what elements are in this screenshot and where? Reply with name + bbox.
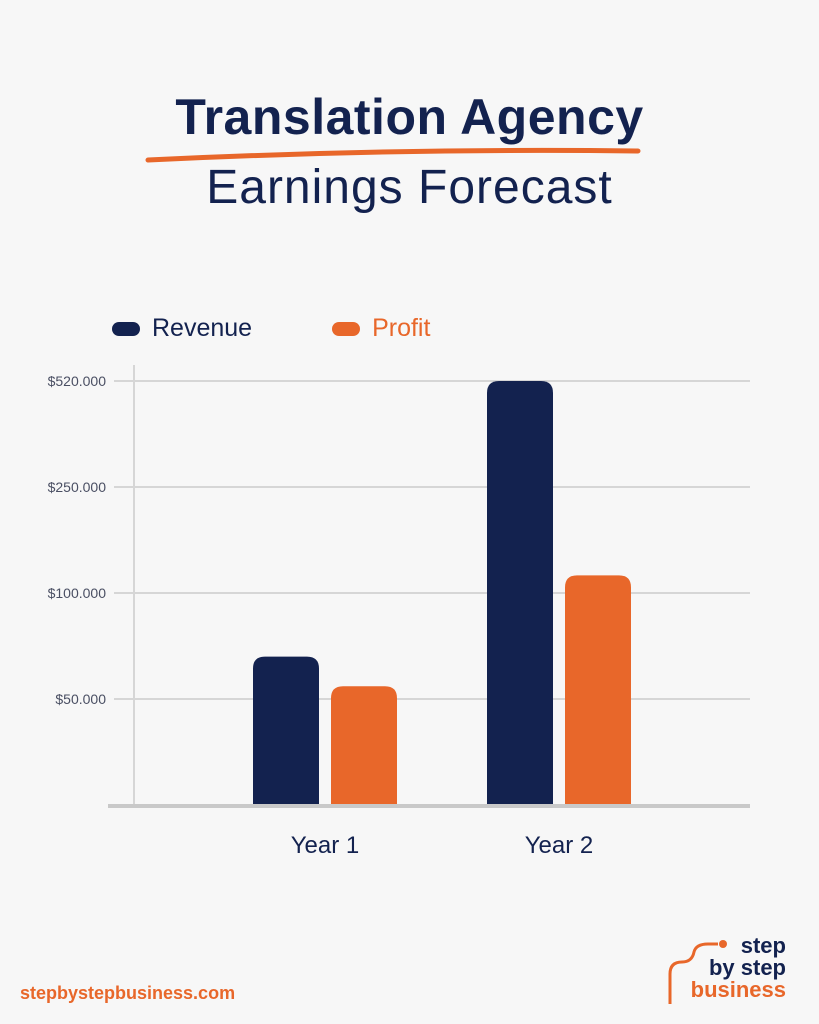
bar-revenue [253, 656, 319, 805]
legend-swatch-profit [332, 321, 361, 336]
legend-label-revenue: Revenue [152, 314, 253, 342]
legend-item-profit: Profit [332, 314, 430, 343]
y-tick-label: $520.000 [48, 373, 107, 389]
legend-swatch-revenue [112, 321, 140, 336]
logo: step by step business [664, 934, 804, 1006]
bar-profit [331, 686, 397, 805]
logo-business: business [690, 977, 786, 1002]
bar-profit [565, 575, 631, 805]
logo-step: step [740, 933, 786, 958]
chart-subtitle: Earnings Forecast [206, 161, 613, 214]
x-tick-label: Year 2 [525, 832, 594, 859]
bar-revenue [487, 381, 553, 805]
logo-by-step: by step [708, 955, 786, 980]
x-tick-label: Year 1 [291, 832, 360, 859]
bar-chart: $50.000 $100.000 $250.000 $520.000 Year 1 Yea… [48, 365, 750, 859]
website-link[interactable]: stepbystepbusiness.com [20, 983, 236, 1003]
chart-title: Translation Agency [175, 89, 644, 145]
y-tick-label: $50.000 [55, 691, 106, 707]
legend-item-revenue: Revenue [112, 314, 252, 343]
legend: Revenue Profit [112, 314, 430, 343]
y-tick-label: $250.000 [48, 479, 107, 495]
y-tick-label: $100.000 [48, 585, 107, 601]
title-underline [145, 147, 641, 163]
legend-label-profit: Profit [372, 314, 431, 342]
